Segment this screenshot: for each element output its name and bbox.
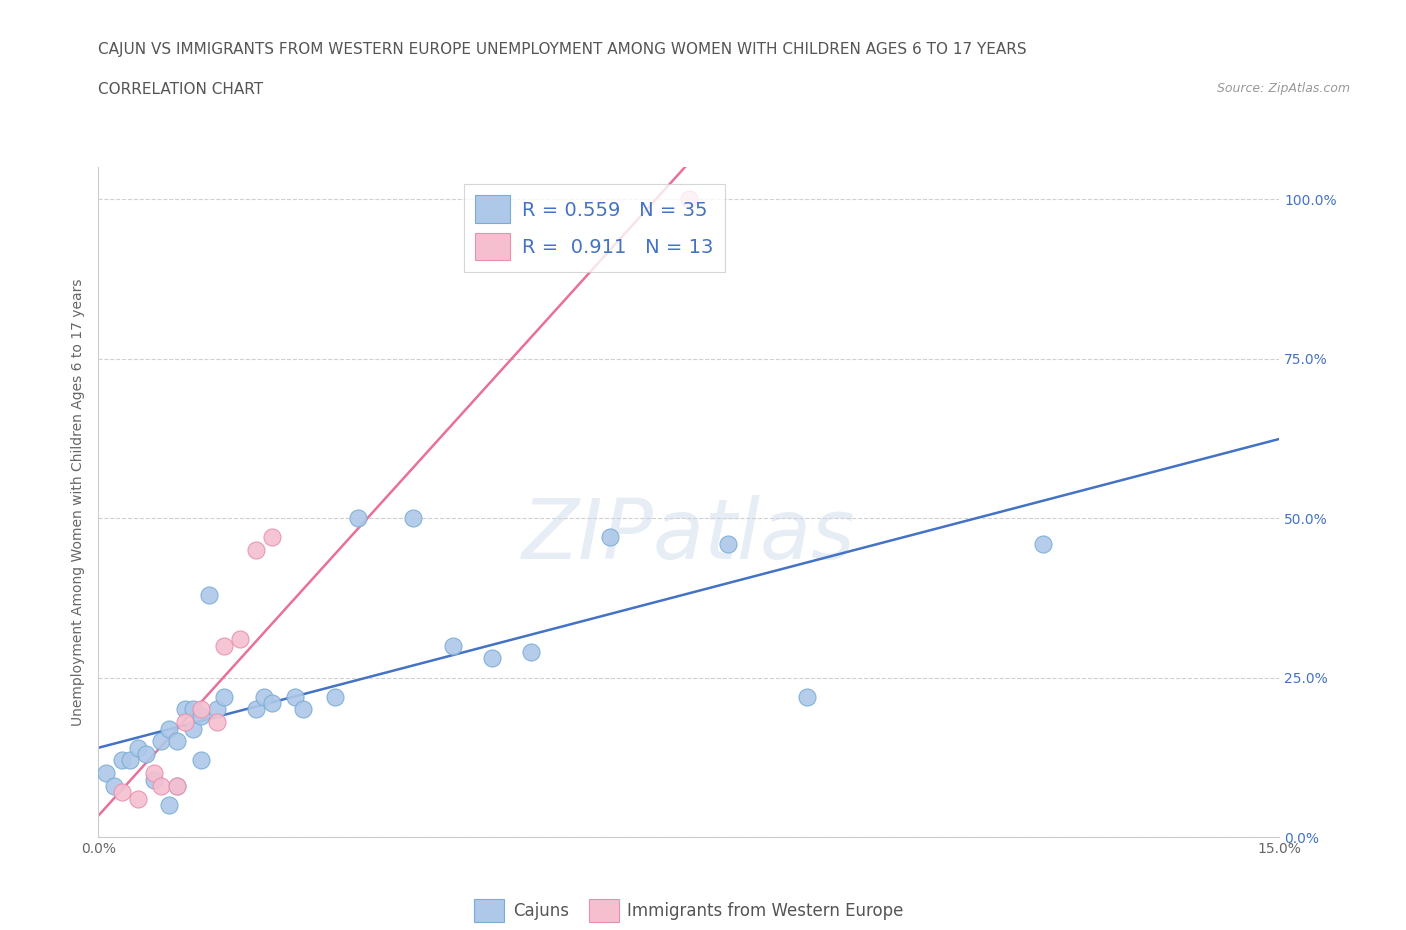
Point [323,689,346,704]
Y-axis label: Unemployment Among Women with Children Ages 6 to 17 years: Unemployment Among Women with Children A… [72,278,86,726]
Point [166,734,188,749]
Point [157,721,180,736]
Point [717,537,740,551]
Text: ZIPatlas: ZIPatlas [522,495,856,577]
Point [142,772,165,787]
Point [253,689,276,704]
Point [190,702,212,717]
Point [96,765,118,780]
Point [245,542,267,557]
Text: CAJUN VS IMMIGRANTS FROM WESTERN EUROPE UNEMPLOYMENT AMONG WOMEN WITH CHILDREN A: CAJUN VS IMMIGRANTS FROM WESTERN EUROPE … [98,42,1026,57]
Point [190,753,212,768]
Point [599,530,621,545]
Point [181,721,204,736]
Point [520,644,543,659]
Point [284,689,307,704]
Point [135,747,157,762]
Point [118,753,141,768]
Point [111,753,134,768]
Point [190,709,212,724]
Point [214,689,236,704]
Point [181,702,204,717]
Point [205,702,228,717]
Point [1032,537,1054,551]
Point [127,740,149,755]
Point [166,778,188,793]
Point [111,785,134,800]
Text: CORRELATION CHART: CORRELATION CHART [98,82,263,97]
Point [197,587,219,602]
Legend: Cajuns, Immigrants from Western Europe: Cajuns, Immigrants from Western Europe [468,892,910,929]
Point [441,638,464,653]
Point [292,702,315,717]
Point [142,765,165,780]
Point [174,702,197,717]
Point [174,715,197,730]
Point [150,734,173,749]
Point [796,689,818,704]
Point [402,511,425,525]
Point [103,778,125,793]
Point [150,778,173,793]
Point [214,638,236,653]
Point [260,696,283,711]
Point [245,702,267,717]
Point [127,791,149,806]
Point [157,798,180,813]
Text: Source: ZipAtlas.com: Source: ZipAtlas.com [1216,82,1350,95]
Point [229,631,252,646]
Point [481,651,503,666]
Point [347,511,370,525]
Point [260,530,283,545]
Point [166,778,188,793]
Point [678,192,700,206]
Point [205,715,228,730]
